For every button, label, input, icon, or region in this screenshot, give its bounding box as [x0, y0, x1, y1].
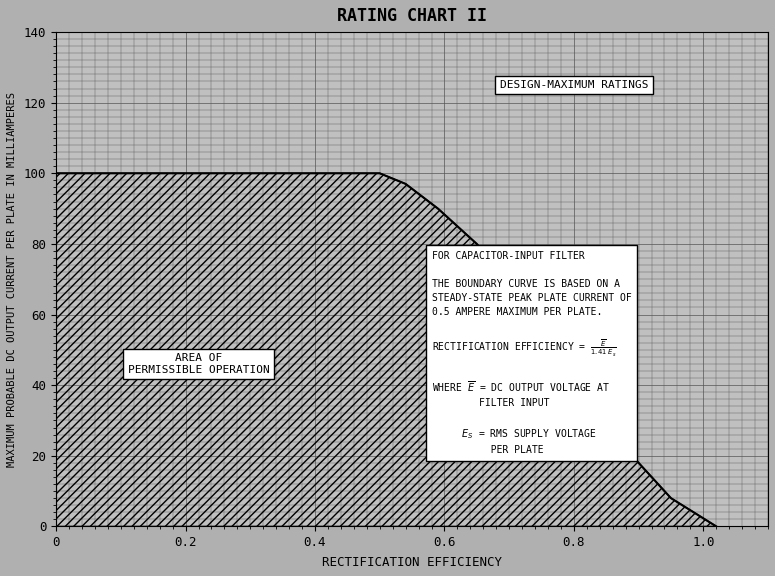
Text: DESIGN-MAXIMUM RATINGS: DESIGN-MAXIMUM RATINGS: [500, 80, 648, 90]
Text: FOR CAPACITOR-INPUT FILTER

THE BOUNDARY CURVE IS BASED ON A
STEADY-STATE PEAK P: FOR CAPACITOR-INPUT FILTER THE BOUNDARY …: [432, 251, 632, 455]
Text: AREA OF
PERMISSIBLE OPERATION: AREA OF PERMISSIBLE OPERATION: [128, 353, 270, 375]
Y-axis label: MAXIMUM PROBABLE DC OUTPUT CURRENT PER PLATE IN MILLIAMPERES: MAXIMUM PROBABLE DC OUTPUT CURRENT PER P…: [7, 92, 17, 467]
Title: RATING CHART II: RATING CHART II: [337, 7, 487, 25]
X-axis label: RECTIFICATION EFFICIENCY: RECTIFICATION EFFICIENCY: [322, 556, 502, 569]
